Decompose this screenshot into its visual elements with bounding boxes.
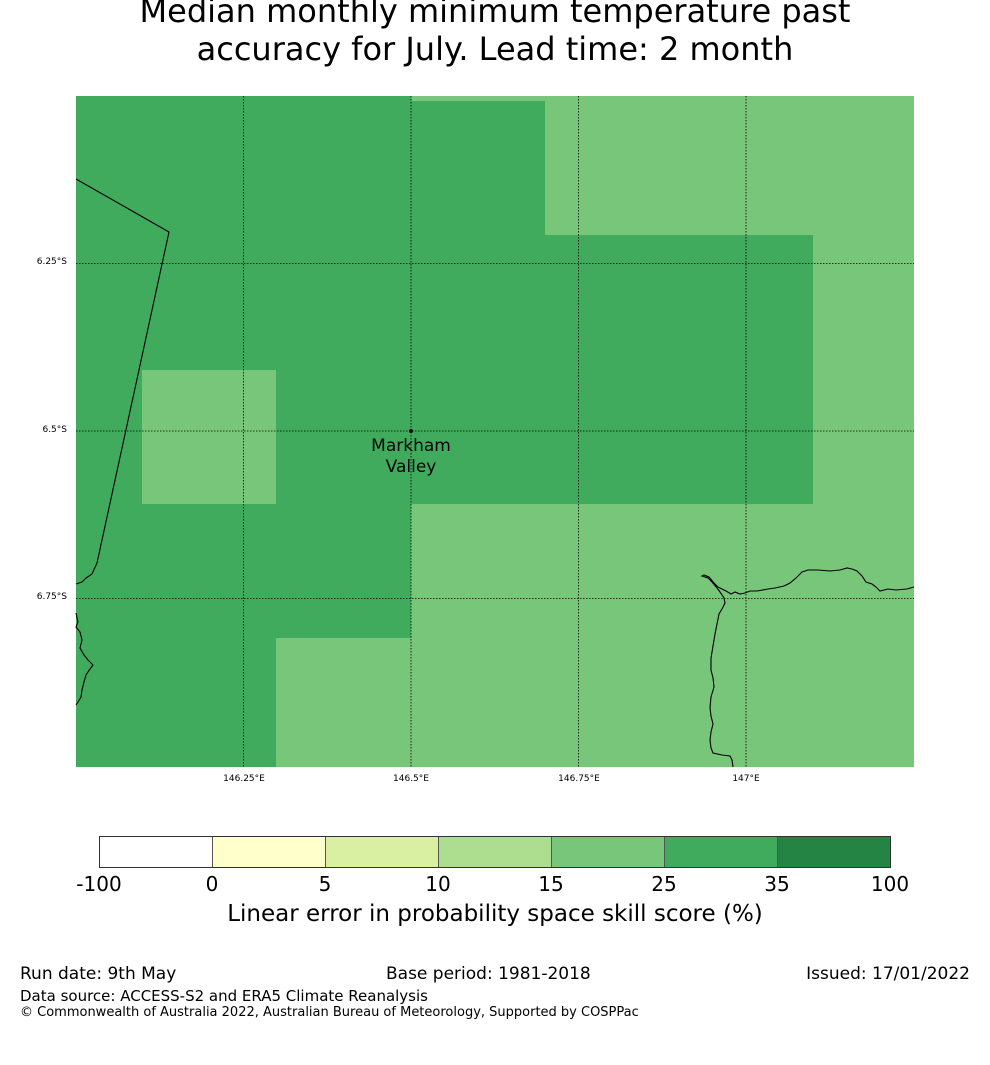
run-date: Run date: 9th May xyxy=(20,964,177,984)
colorbar-tick: -100 xyxy=(76,872,122,896)
coastlines xyxy=(75,178,915,768)
colorbar-tick: 15 xyxy=(538,872,564,896)
colorbar-tick: 5 xyxy=(318,872,332,896)
colorbar-segment xyxy=(552,837,665,867)
colorbar-tick: 10 xyxy=(425,872,451,896)
location-marker xyxy=(409,429,413,433)
copyright: © Commonwealth of Australia 2022, Austra… xyxy=(20,1005,639,1020)
coastline-east xyxy=(700,567,915,768)
border-line xyxy=(75,178,170,585)
colorbar-label: Linear error in probability space skill … xyxy=(227,901,763,927)
skill-cell xyxy=(276,96,914,767)
map-title: Median monthly minimum temperature past … xyxy=(0,0,990,68)
lat-label: 6.25°S xyxy=(36,257,67,267)
title-line-2: accuracy for July. Lead time: 2 month xyxy=(196,30,794,68)
colorbar-segment xyxy=(326,837,439,867)
coastline-west xyxy=(75,612,94,706)
colorbar xyxy=(99,836,891,868)
lon-label: 146.75°E xyxy=(558,774,600,784)
colorbar-tick: 25 xyxy=(651,872,677,896)
place-label-line-2: Valley xyxy=(385,457,437,477)
colorbar-segment xyxy=(778,837,890,867)
colorbar-segment xyxy=(100,837,213,867)
colorbar-tick: 0 xyxy=(205,872,219,896)
lon-label: 146.25°E xyxy=(223,774,265,784)
skill-cell xyxy=(142,370,276,504)
colorbar-segment xyxy=(665,837,778,867)
place-label-line-1: Markham xyxy=(371,436,451,456)
gridlines xyxy=(76,96,914,767)
colorbar-segment xyxy=(213,837,326,867)
colorbar-segment xyxy=(439,837,552,867)
place-label-markham-valley: Markham Valley xyxy=(351,436,471,478)
data-source: Data source: ACCESS-S2 and ERA5 Climate … xyxy=(20,987,428,1005)
lat-label: 6.5°S xyxy=(42,425,67,435)
colorbar-tick: 35 xyxy=(764,872,790,896)
lat-label: 6.75°S xyxy=(36,592,67,602)
lon-label: 146.5°E xyxy=(393,774,429,784)
issued-date: Issued: 17/01/2022 xyxy=(806,964,970,984)
colorbar-tick: 100 xyxy=(870,872,910,896)
title-line-1: Median monthly minimum temperature past xyxy=(139,0,851,30)
base-period: Base period: 1981-2018 xyxy=(386,964,591,984)
lon-label: 147°E xyxy=(732,774,760,784)
